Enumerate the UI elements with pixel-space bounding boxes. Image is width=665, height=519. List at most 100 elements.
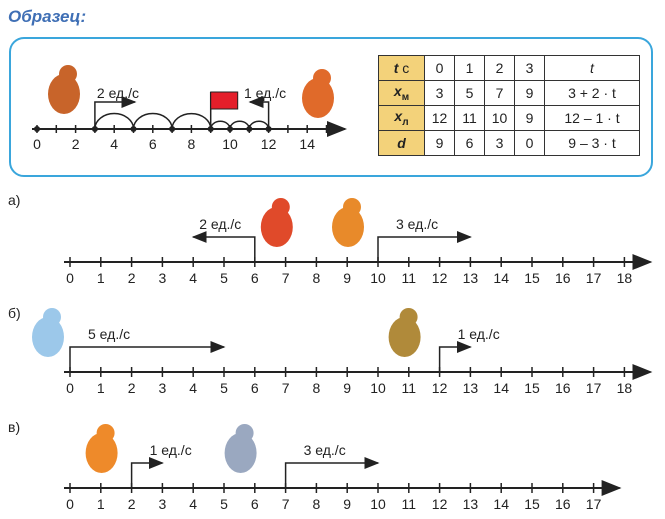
time-header: t — [393, 60, 399, 76]
cell: 11 — [454, 105, 485, 131]
point — [130, 126, 137, 132]
tick-label: 4 — [110, 136, 118, 152]
tiger-illustration — [85, 433, 118, 473]
tick-label: 15 — [524, 496, 540, 512]
tick-label: 4 — [189, 270, 197, 286]
rabbit-speed-label: 5 ед./с — [88, 326, 130, 342]
tick-label: 8 — [313, 270, 321, 286]
tick-label: 10 — [370, 496, 386, 512]
tick-label: 3 — [159, 496, 167, 512]
jump-arc — [171, 112, 212, 130]
tiger-speed-label: 1 ед./с — [150, 442, 192, 458]
tick-label: 1 — [97, 380, 105, 396]
tick-label: 0 — [33, 136, 41, 152]
tick-label: 16 — [555, 270, 571, 286]
rabbit-illustration — [32, 317, 64, 357]
x-header: x — [394, 108, 403, 125]
tick-label: 5 — [220, 496, 228, 512]
tick-label: 6 — [251, 380, 259, 396]
tick-label: 2 — [128, 270, 136, 286]
tick-label: 7 — [282, 380, 290, 396]
tick-label: 8 — [188, 136, 196, 152]
tick-label: 15 — [524, 270, 540, 286]
tick-label: 5 — [220, 380, 228, 396]
donkey-velocity-arrow — [284, 457, 380, 488]
cell: 9 — [514, 80, 545, 106]
bear-speed-label: 2 ед./с — [97, 85, 139, 101]
tick-label: 9 — [343, 270, 351, 286]
tick-label: 3 — [159, 270, 167, 286]
tick-label: 8 — [313, 496, 321, 512]
tick-label: 0 — [66, 380, 74, 396]
tick-label: 9 — [343, 496, 351, 512]
fox-velocity-arrow — [248, 96, 270, 129]
cell: 1 — [454, 55, 485, 81]
cell: 7 — [484, 80, 515, 106]
formula-cell: 3 + 2 · t — [544, 80, 640, 106]
cell: 10 — [484, 105, 515, 131]
tick-label: 12 — [432, 270, 448, 286]
jump-arc — [132, 112, 173, 130]
sample-title: Образец: — [8, 7, 86, 26]
tick-label: 12 — [432, 496, 448, 512]
tick-label: 14 — [493, 270, 509, 286]
tick-label: 11 — [402, 380, 417, 396]
tick-label: 3 — [159, 380, 167, 396]
sample-frame — [9, 37, 653, 177]
cat-velocity-arrow — [191, 231, 256, 262]
fox-head — [313, 69, 331, 87]
tick-label: 14 — [493, 496, 509, 512]
task-label: в) — [8, 419, 20, 435]
cell: 3 — [484, 130, 515, 156]
jump-arc — [209, 120, 231, 130]
tiger-head — [96, 424, 115, 442]
tick-label: 8 — [313, 380, 321, 396]
d-header: d — [378, 130, 425, 156]
tick-label: 10 — [222, 136, 238, 152]
dog-speed-label: 3 ед./с — [396, 216, 438, 232]
tick-label: 5 — [220, 270, 228, 286]
cell: 2 — [484, 55, 515, 81]
tick-label: 0 — [66, 496, 74, 512]
bear-velocity-arrow — [94, 96, 137, 129]
cat-illustration — [260, 207, 293, 247]
turtle-velocity-arrow — [438, 341, 472, 372]
x-sub: м — [401, 91, 410, 103]
table-row-bear: xм 3 5 7 9 3 + 2 · t — [378, 80, 640, 106]
tick-label: 6 — [251, 496, 259, 512]
rabbit-velocity-arrow — [69, 341, 226, 372]
tick-label: 4 — [189, 496, 197, 512]
x-header: x — [393, 83, 402, 100]
meeting-flag — [210, 91, 239, 110]
turtle-head — [399, 308, 418, 326]
tick-label: 7 — [282, 270, 290, 286]
tick-label: 10 — [370, 380, 386, 396]
cell: 9 — [424, 130, 455, 156]
tick-label: 2 — [72, 136, 80, 152]
task-label: а) — [8, 192, 20, 208]
tick-label: 0 — [66, 270, 74, 286]
tick-label: 14 — [299, 136, 315, 152]
tick-label: 12 — [432, 380, 448, 396]
tick-label: 16 — [555, 496, 571, 512]
turtle-illustration — [388, 317, 421, 357]
tick-label: 1 — [97, 270, 105, 286]
tick-label: 10 — [370, 270, 386, 286]
time-unit: с — [402, 60, 410, 76]
tick-label: 11 — [402, 496, 417, 512]
dog-velocity-arrow — [377, 231, 472, 262]
tick-label: 4 — [189, 380, 197, 396]
cell: 0 — [424, 55, 455, 81]
cell: 3 — [514, 55, 545, 81]
tick-label: 15 — [524, 380, 540, 396]
tick-label: 18 — [617, 270, 633, 286]
tick-label: 7 — [282, 496, 290, 512]
tick-label: 16 — [555, 380, 571, 396]
tick-label: 12 — [261, 136, 277, 152]
cat-head — [271, 198, 290, 216]
turtle-speed-label: 1 ед./с — [458, 326, 500, 342]
